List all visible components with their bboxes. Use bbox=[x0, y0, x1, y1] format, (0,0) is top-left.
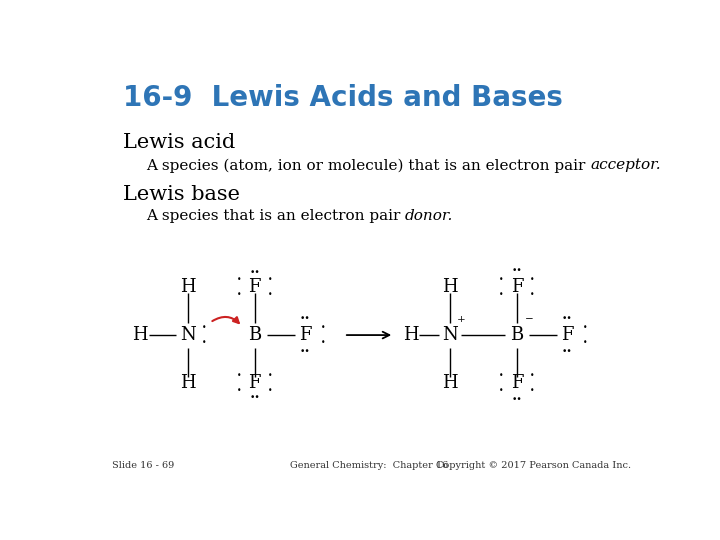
Text: •: • bbox=[582, 338, 588, 347]
Text: donor.: donor. bbox=[405, 209, 454, 223]
Text: ••: •• bbox=[300, 347, 310, 356]
Text: •: • bbox=[237, 275, 241, 284]
Text: •: • bbox=[268, 290, 272, 299]
Text: F: F bbox=[299, 326, 311, 344]
Text: Lewis base: Lewis base bbox=[124, 185, 240, 204]
Text: •: • bbox=[499, 275, 503, 284]
Text: F: F bbox=[561, 326, 573, 344]
Text: •: • bbox=[268, 386, 272, 395]
Text: Copyright © 2017 Pearson Canada Inc.: Copyright © 2017 Pearson Canada Inc. bbox=[436, 461, 631, 470]
Text: •: • bbox=[237, 371, 241, 380]
Text: •: • bbox=[499, 386, 503, 395]
Text: F: F bbox=[248, 374, 261, 392]
Text: H: H bbox=[403, 326, 418, 344]
Text: •: • bbox=[202, 323, 207, 332]
Text: F: F bbox=[510, 374, 523, 392]
Text: ••: •• bbox=[249, 268, 260, 277]
Text: H: H bbox=[442, 374, 458, 392]
Text: ••: •• bbox=[562, 347, 572, 356]
Text: H: H bbox=[180, 374, 195, 392]
Text: −: − bbox=[525, 315, 534, 324]
Text: ••: •• bbox=[249, 393, 260, 402]
Text: •: • bbox=[320, 338, 325, 347]
Text: •: • bbox=[530, 290, 535, 299]
Text: ••: •• bbox=[562, 314, 572, 323]
Text: A species (atom, ion or molecule) that is an electron pair: A species (atom, ion or molecule) that i… bbox=[145, 158, 590, 173]
Text: Slide 16 - 69: Slide 16 - 69 bbox=[112, 461, 174, 470]
Text: acceptor.: acceptor. bbox=[590, 158, 661, 172]
Text: F: F bbox=[510, 278, 523, 296]
Text: N: N bbox=[180, 326, 196, 344]
Text: •: • bbox=[237, 290, 241, 299]
Text: •: • bbox=[237, 386, 241, 395]
Text: •: • bbox=[268, 371, 272, 380]
Text: B: B bbox=[248, 326, 261, 344]
Text: H: H bbox=[132, 326, 148, 344]
Text: •: • bbox=[530, 275, 535, 284]
Text: H: H bbox=[180, 278, 195, 296]
Text: ••: •• bbox=[300, 314, 310, 323]
Text: ••: •• bbox=[511, 395, 522, 404]
Text: Lewis acid: Lewis acid bbox=[124, 133, 235, 152]
Text: •: • bbox=[202, 338, 207, 347]
Text: •: • bbox=[499, 371, 503, 380]
Text: N: N bbox=[442, 326, 458, 344]
Text: •: • bbox=[268, 275, 272, 284]
Text: •: • bbox=[530, 386, 535, 395]
Text: +: + bbox=[456, 315, 465, 324]
Text: B: B bbox=[510, 326, 523, 344]
Text: General Chemistry:  Chapter 16: General Chemistry: Chapter 16 bbox=[290, 461, 448, 470]
Text: H: H bbox=[442, 278, 458, 296]
Text: ••: •• bbox=[511, 266, 522, 275]
Text: •: • bbox=[499, 290, 503, 299]
Text: 16-9  Lewis Acids and Bases: 16-9 Lewis Acids and Bases bbox=[124, 84, 563, 112]
Text: •: • bbox=[582, 323, 588, 332]
Text: F: F bbox=[248, 278, 261, 296]
Text: •: • bbox=[320, 323, 325, 332]
Text: •: • bbox=[530, 371, 535, 380]
Text: A species that is an electron pair: A species that is an electron pair bbox=[145, 209, 405, 223]
